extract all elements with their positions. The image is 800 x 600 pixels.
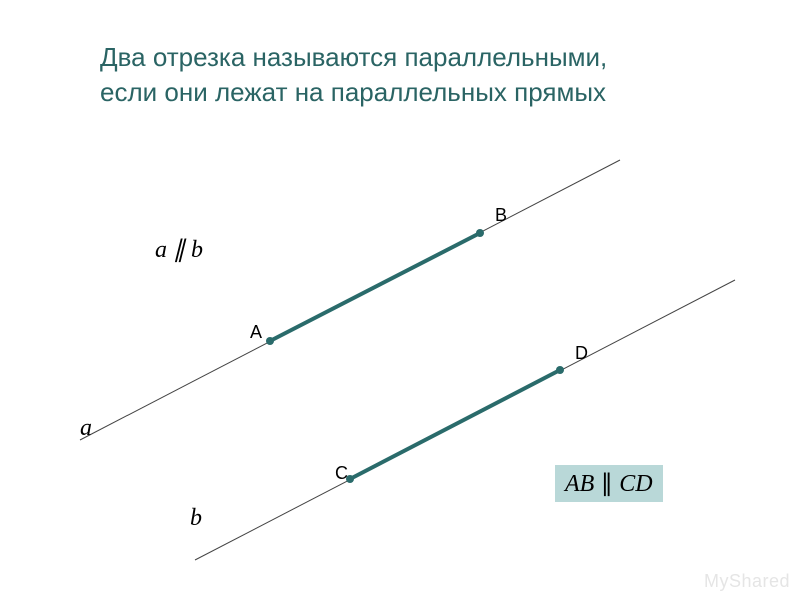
point-label-a: A: [250, 322, 262, 343]
segment-ab: [270, 233, 480, 341]
point-label-d: D: [575, 343, 588, 364]
segment-cd: [350, 370, 560, 479]
point-b: [476, 229, 484, 237]
point-label-b: B: [495, 205, 507, 226]
geometry-diagram: [0, 0, 800, 600]
point-a: [266, 337, 274, 345]
line-label-b: b: [190, 505, 202, 532]
line-label-a: a: [80, 415, 92, 442]
point-label-c: C: [335, 463, 348, 484]
point-d: [556, 366, 564, 374]
formula-a-parallel-b: a ∥ b: [155, 235, 203, 264]
watermark: MyShared: [704, 571, 790, 592]
formula-ab-parallel-cd: AB ∥ CD: [555, 465, 663, 502]
